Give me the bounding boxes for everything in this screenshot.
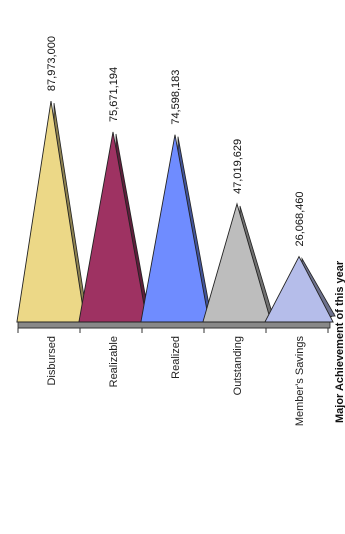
- tick-label-1: Disbursed: [46, 336, 58, 386]
- data-label-4: 47,019,629: [232, 139, 244, 194]
- bar-2-face: [78, 131, 148, 323]
- tick-label-4: Outstanding: [232, 336, 244, 395]
- data-label-5: 26,068,460: [294, 191, 306, 246]
- bar-2: [78, 131, 150, 323]
- bar-5-face: [264, 255, 334, 323]
- bar-4: [202, 202, 274, 323]
- tick-label-5: Member's Savings: [294, 336, 306, 427]
- bar-1-face: [16, 101, 86, 323]
- data-label-3: 74,598,183: [170, 70, 182, 125]
- bar-3-face: [140, 134, 210, 323]
- bar-3: [140, 134, 212, 323]
- bar-1: [16, 101, 88, 323]
- data-label-1: 87,973,000: [46, 36, 58, 91]
- data-label-2: 75,671,194: [108, 67, 120, 122]
- tick-label-2: Realizable: [108, 336, 120, 387]
- chart-title: Major Achievement of this year: [334, 260, 345, 423]
- bar-5: [264, 255, 336, 323]
- tick-label-3: Realized: [170, 336, 182, 379]
- bar-4-face: [202, 202, 272, 323]
